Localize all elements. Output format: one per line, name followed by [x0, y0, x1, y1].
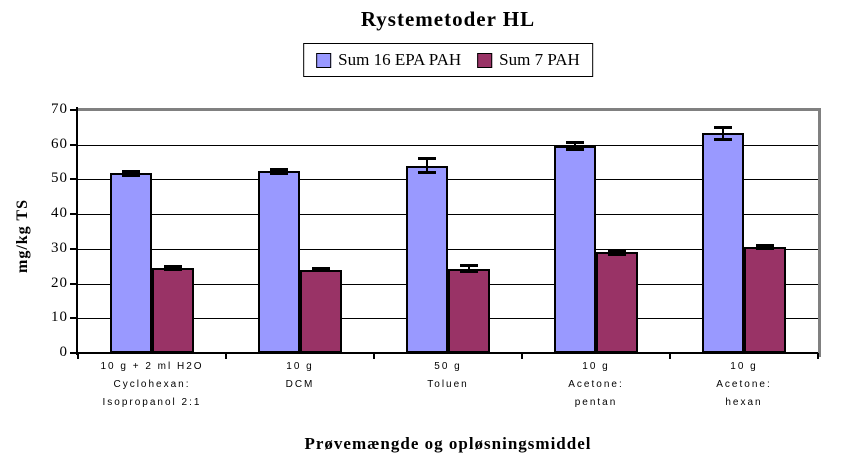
- error-bar-cap: [418, 157, 436, 161]
- category-label-line: 10 g: [286, 361, 314, 372]
- y-tick-label: 70: [51, 101, 68, 117]
- y-tick-label: 10: [51, 309, 68, 326]
- error-bar-cap: [756, 244, 774, 248]
- error-bar-cap: [460, 269, 478, 273]
- category-label-line: 10 g: [582, 361, 610, 372]
- legend-color-swatch: [477, 52, 493, 68]
- x-axis-tick: [669, 353, 671, 359]
- x-axis-tick: [521, 353, 523, 359]
- x-axis-tick: [373, 353, 375, 359]
- gridline: [78, 179, 818, 181]
- bar-sum-7-pah-cat5: [744, 247, 786, 353]
- error-bar-line: [468, 265, 470, 272]
- y-axis-title: mg/kg TS: [14, 199, 31, 273]
- error-bar-cap: [122, 169, 140, 173]
- gridline: [78, 248, 818, 250]
- category-label-line: 50 g: [434, 361, 462, 372]
- error-bar-cap: [756, 247, 774, 250]
- error-bar-cap: [460, 264, 478, 268]
- error-bar-line: [574, 142, 576, 150]
- legend-item: Sum 7 PAH: [477, 50, 580, 70]
- error-bar-line: [722, 127, 724, 140]
- category-label-line: Acetone:: [716, 379, 772, 390]
- y-tick-label: 50: [51, 170, 68, 187]
- category-label-line: Cyclohexan:: [113, 379, 191, 390]
- bar-sum-16-epa-pah-cat2: [258, 171, 300, 353]
- y-axis-tick: [70, 143, 77, 146]
- error-bar-cap: [714, 137, 732, 141]
- bar-sum-7-pah-cat4: [596, 252, 638, 353]
- y-axis-tick: [70, 317, 77, 320]
- legend-item: Sum 16 EPA PAH: [316, 50, 461, 70]
- category-label-line: Toluen: [427, 379, 469, 390]
- error-bar-cap: [164, 265, 182, 269]
- y-tick-label: 20: [51, 274, 68, 291]
- y-axis-tick: [70, 213, 77, 216]
- category-label-line: 10 g + 2 ml H2O: [100, 361, 204, 372]
- error-bar-line: [426, 158, 428, 173]
- error-bar-cap: [608, 249, 626, 253]
- plot-border-right: [818, 108, 821, 357]
- plot-border-top: [78, 108, 821, 111]
- y-tick-label: 0: [59, 344, 68, 360]
- error-bar-cap: [608, 252, 626, 256]
- category-label-line: pentan: [574, 397, 618, 408]
- category-label-line: Acetone:: [568, 379, 624, 390]
- legend-label: Sum 7 PAH: [499, 50, 580, 69]
- error-bar-line: [130, 171, 132, 176]
- y-tick-label: 60: [51, 135, 68, 152]
- plot-area: [78, 110, 818, 353]
- y-axis-tick: [70, 247, 77, 250]
- error-bar-line: [616, 250, 618, 255]
- error-bar-cap: [312, 269, 330, 273]
- error-bar-line: [278, 169, 280, 174]
- bar-sum-7-pah-cat1: [152, 268, 194, 353]
- category-label-line: hexan: [725, 397, 763, 408]
- category-label-line: Isopropanol 2:1: [102, 397, 202, 408]
- category-label-3: 50 g Toluen: [374, 358, 522, 394]
- x-axis-tick: [817, 353, 819, 359]
- y-axis-tick: [70, 109, 77, 111]
- category-label-line: 10 g: [730, 361, 758, 372]
- error-bar-cap: [312, 267, 330, 271]
- category-label-5: 10 g Acetone: hexan: [670, 358, 818, 412]
- bar-sum-16-epa-pah-cat5: [702, 133, 744, 353]
- error-bar-cap: [270, 167, 288, 171]
- error-bar-cap: [122, 173, 140, 177]
- gridline: [78, 214, 818, 216]
- error-bar-cap: [714, 125, 732, 129]
- y-axis-tick: [70, 178, 77, 181]
- chart-title: Rystemetoder HL: [360, 7, 536, 31]
- y-axis-tick: [70, 352, 77, 354]
- legend: Sum 16 EPA PAH Sum 7 PAH: [303, 43, 593, 77]
- x-axis-tick: [225, 353, 227, 359]
- error-bar-cap: [270, 172, 288, 176]
- category-label-2: 10 g DCM: [226, 358, 374, 394]
- legend-label: Sum 16 EPA PAH: [338, 50, 462, 69]
- bar-sum-7-pah-cat2: [300, 270, 342, 353]
- legend-color-swatch: [316, 52, 332, 68]
- y-axis-line: [76, 107, 78, 355]
- x-axis-line: [76, 352, 818, 354]
- y-tick-label: 40: [51, 205, 68, 222]
- category-label-1: 10 g + 2 ml H2O Cyclohexan: Isopropanol 2:…: [78, 358, 226, 412]
- bar-sum-7-pah-cat3: [448, 269, 490, 353]
- y-tick-label: 30: [51, 239, 68, 256]
- bar-sum-16-epa-pah-cat3: [406, 166, 448, 353]
- bar-sum-16-epa-pah-cat4: [554, 146, 596, 353]
- category-label-line: DCM: [285, 379, 315, 390]
- error-bar-cap: [418, 170, 436, 174]
- x-axis-tick: [77, 353, 79, 359]
- error-bar-cap: [164, 267, 182, 271]
- error-bar-cap: [566, 141, 584, 145]
- y-axis-tick: [70, 282, 77, 285]
- x-axis-title: Prøvemængde og opløsningsmiddel: [304, 434, 592, 453]
- category-label-4: 10 g Acetone: pentan: [522, 358, 670, 412]
- bar-sum-16-epa-pah-cat1: [110, 173, 152, 353]
- error-bar-cap: [566, 148, 584, 152]
- gridline: [78, 144, 818, 146]
